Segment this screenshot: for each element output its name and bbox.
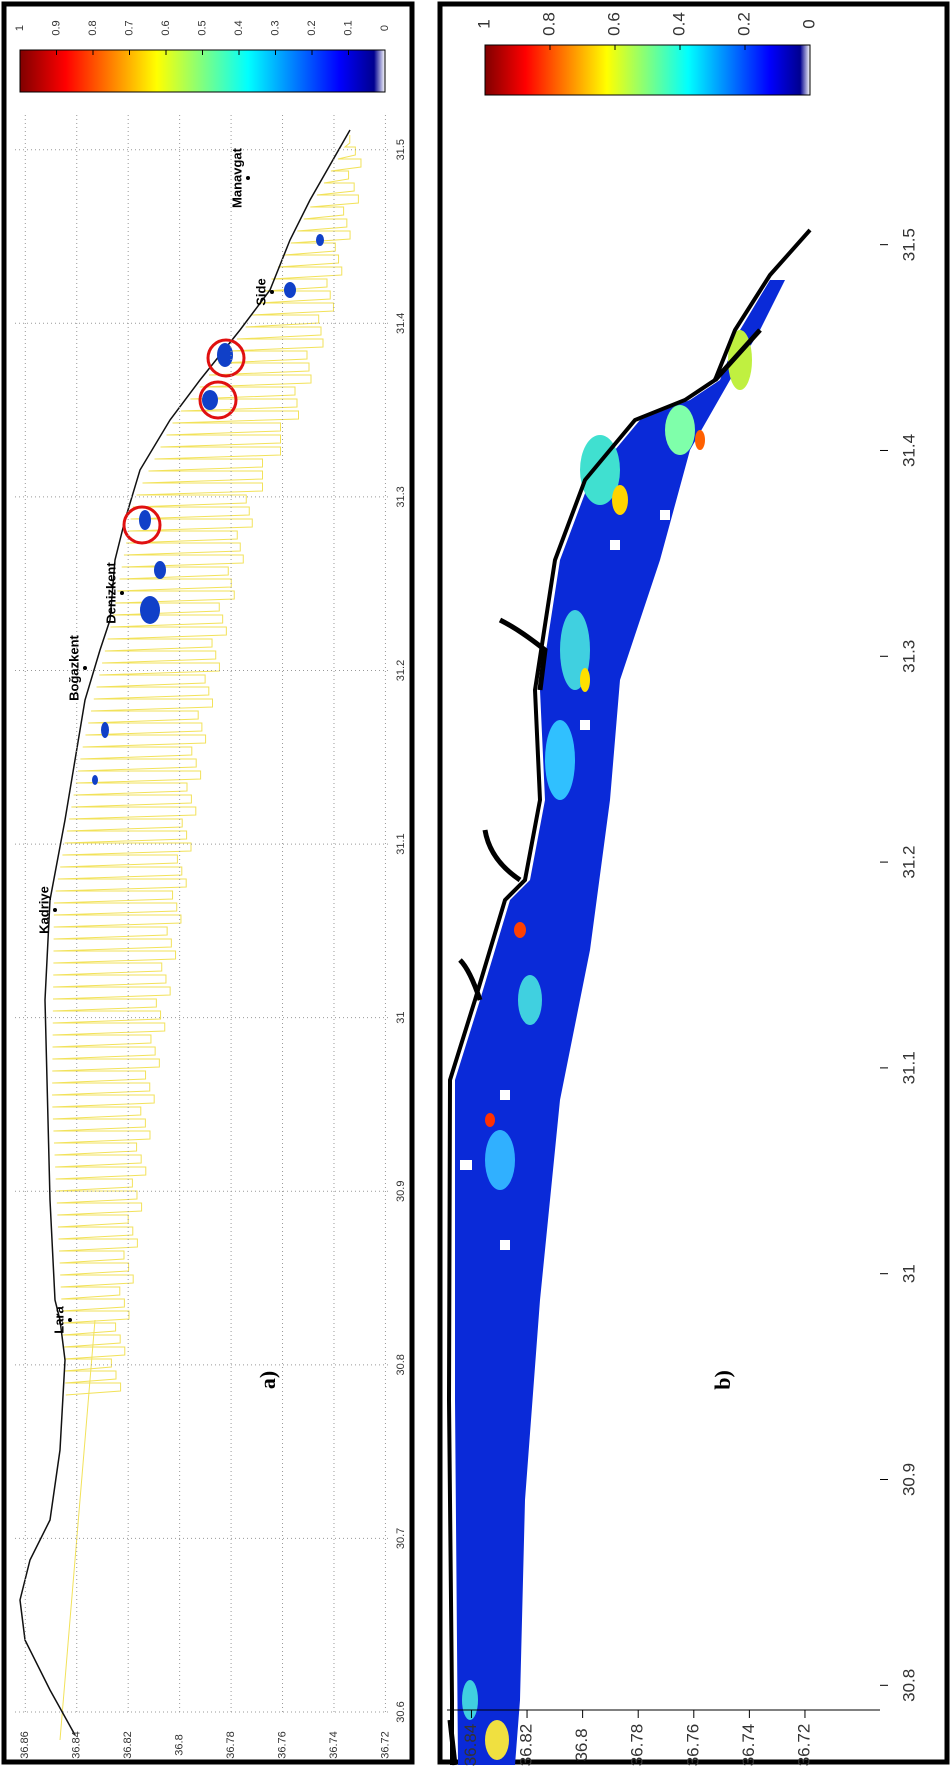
colorbar-tick-label: 0.6 — [604, 12, 623, 36]
colorbar — [20, 50, 385, 92]
lon-tick-label: 30.6 — [395, 1701, 407, 1722]
lat-tick-label: 36.86 — [19, 1731, 31, 1759]
lat-tick-label: 36.72 — [379, 1731, 391, 1759]
place-label: Lara — [51, 1306, 66, 1334]
lon-tick-label: 30.8 — [395, 1354, 407, 1375]
place-marker — [68, 1318, 72, 1322]
lon-tick-label: 31.4 — [899, 434, 918, 467]
colorbar — [485, 45, 810, 95]
lon-tick-label: 31.2 — [395, 660, 407, 681]
colorbar-tick-label: 0.8 — [539, 12, 558, 36]
place-marker — [270, 290, 274, 294]
lon-tick-label: 30.9 — [395, 1181, 407, 1202]
lat-tick-label: 36.84 — [71, 1731, 83, 1759]
colorbar-tick-label: 1 — [474, 19, 493, 28]
panel-label: b) — [710, 1370, 735, 1390]
lat-tick-label: 36.8 — [174, 1734, 186, 1755]
place-label: Manavgat — [229, 147, 244, 208]
colorbar-tick-label: 0.7 — [123, 20, 135, 35]
panel-a-frame — [4, 4, 412, 1762]
lat-tick-label: 36.84 — [461, 1724, 480, 1767]
lon-tick-label: 31.4 — [395, 313, 407, 334]
lat-tick-label: 36.76 — [276, 1731, 288, 1759]
lat-tick-label: 36.78 — [628, 1724, 647, 1767]
place-marker — [120, 591, 124, 595]
lon-tick-label: 30.9 — [899, 1463, 918, 1496]
colorbar-tick-label: 0 — [799, 19, 818, 28]
place-marker — [53, 908, 57, 912]
colorbar-tick-label: 0.2 — [734, 12, 753, 36]
panel-label: a) — [255, 1371, 280, 1389]
place-label: Kadriye — [36, 886, 51, 934]
colorbar-tick-label: 0.8 — [87, 20, 99, 35]
colorbar-tick-label: 0.3 — [269, 20, 281, 35]
lat-tick-label: 36.82 — [122, 1731, 134, 1759]
lon-tick-label: 31.2 — [899, 846, 918, 879]
lon-tick-label: 31 — [899, 1264, 918, 1283]
colorbar-tick-label: 0.1 — [342, 20, 354, 35]
colorbar-tick-label: 0.2 — [306, 20, 318, 35]
colorbar-tick-label: 1 — [14, 25, 26, 31]
place-label: Boğazkent — [66, 634, 81, 700]
place-marker — [83, 666, 87, 670]
lat-tick-label: 36.78 — [225, 1731, 237, 1759]
lon-tick-label: 30.7 — [395, 1528, 407, 1549]
lat-tick-label: 36.76 — [683, 1724, 702, 1767]
lat-tick-label: 36.74 — [328, 1731, 340, 1759]
lat-tick-label: 36.72 — [794, 1724, 813, 1767]
page: {"panels": [ {"label": "a)", "colorbar":… — [0, 0, 951, 1767]
lat-tick-label: 36.8 — [572, 1728, 591, 1761]
lon-tick-label: 31.5 — [899, 228, 918, 261]
lon-tick-label: 31.1 — [899, 1051, 918, 1084]
colorbar-tick-label: 0.5 — [196, 20, 208, 35]
place-marker — [246, 176, 250, 180]
place-label: Side — [253, 278, 268, 305]
colorbar-tick-label: 0.4 — [669, 12, 688, 36]
lat-tick-label: 36.82 — [517, 1724, 536, 1767]
colorbar-tick-label: 0.4 — [233, 20, 245, 35]
lon-tick-label: 31.1 — [395, 833, 407, 854]
lon-tick-label: 31.3 — [899, 640, 918, 673]
colorbar-tick-label: 0.6 — [160, 20, 172, 35]
figure: a) b) 36.86 36.84 36.82 36.8 36.78 36.76 36.74… — [0, 0, 951, 1767]
place-label: Denizkent — [103, 562, 118, 624]
lon-tick-label: 30.8 — [899, 1669, 918, 1702]
lon-tick-label: 31 — [395, 1012, 407, 1024]
colorbar-tick-label: 0.9 — [50, 20, 62, 35]
colorbar-tick-label: 0 — [379, 25, 391, 31]
lat-tick-label: 36.74 — [739, 1724, 758, 1767]
lon-tick-label: 31.3 — [395, 486, 407, 507]
lon-tick-label: 31.5 — [395, 139, 407, 160]
